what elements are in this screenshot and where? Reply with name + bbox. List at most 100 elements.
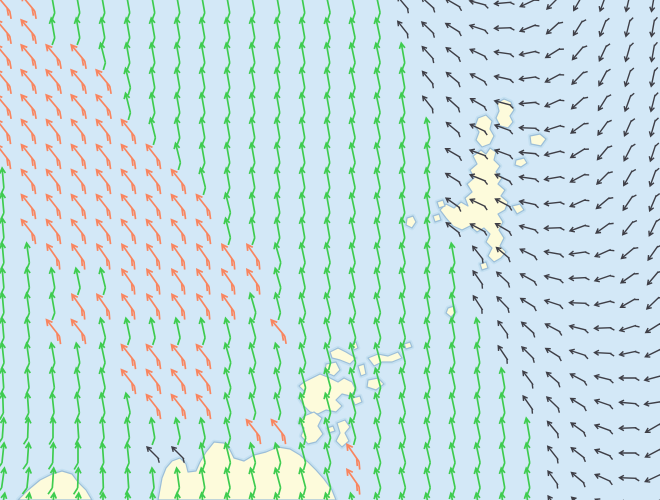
wind-arrow-glyph <box>523 491 531 500</box>
wind-arrow-glyph <box>120 368 137 395</box>
light-wind-barb <box>598 17 610 38</box>
moderate-wind-barb <box>198 141 206 171</box>
wind-arrow-glyph <box>223 166 231 196</box>
wind-arrow-glyph <box>518 50 540 57</box>
fresh-wind-barb <box>245 242 261 270</box>
fresh-wind-barb <box>20 118 37 145</box>
wind-arrow-glyph <box>170 242 186 270</box>
wind-arrow-glyph <box>22 441 32 470</box>
wind-arrow-glyph <box>248 341 257 371</box>
wind-arrow-glyph <box>569 147 589 159</box>
fresh-wind-barb <box>145 292 161 320</box>
wind-arrow-glyph <box>148 416 156 446</box>
light-wind-barb <box>597 119 612 137</box>
wind-arrow-glyph <box>223 216 232 246</box>
wind-arrow-glyph <box>95 242 111 270</box>
wind-arrow-glyph <box>544 323 563 336</box>
wind-arrow-glyph <box>248 491 256 500</box>
light-wind-barb <box>571 70 588 86</box>
wind-arrow-glyph <box>598 43 611 62</box>
moderate-wind-barb <box>398 466 407 496</box>
wind-arrow-glyph <box>98 266 107 296</box>
wind-arrow-glyph <box>621 219 638 236</box>
light-wind-barb <box>545 396 561 413</box>
moderate-wind-barb <box>348 266 356 296</box>
light-wind-barb <box>544 323 563 336</box>
orkney-westray <box>329 347 357 365</box>
wind-arrow-glyph <box>493 49 515 58</box>
moderate-wind-barb <box>348 116 356 146</box>
moderate-wind-barb <box>98 266 107 296</box>
wind-arrow-glyph <box>444 22 462 37</box>
light-wind-barb <box>648 117 660 138</box>
wind-arrow-glyph <box>373 341 382 371</box>
wind-arrow-glyph <box>70 292 86 320</box>
moderate-wind-barb <box>398 341 407 371</box>
shetland-mainland <box>439 147 509 263</box>
light-wind-barb <box>620 246 639 260</box>
moderate-wind-barb <box>173 141 182 171</box>
light-wind-barb <box>597 94 612 112</box>
moderate-wind-barb <box>373 16 381 46</box>
wind-arrow-glyph <box>623 67 635 88</box>
light-wind-barb <box>421 45 435 64</box>
moderate-wind-barb <box>423 291 431 321</box>
wind-arrow-glyph <box>48 16 56 46</box>
wind-arrow-glyph <box>595 196 614 210</box>
wind-arrow-glyph <box>420 0 436 13</box>
wind-arrow-glyph <box>644 473 660 483</box>
moderate-wind-barb <box>21 466 33 495</box>
light-wind-barb <box>596 145 613 161</box>
light-wind-barb <box>546 0 563 10</box>
wind-arrow-glyph <box>373 141 381 171</box>
wind-arrow-glyph <box>170 267 186 295</box>
wind-arrow-glyph <box>171 446 185 463</box>
light-wind-barb <box>623 168 637 187</box>
light-wind-barb <box>593 274 615 283</box>
moderate-wind-barb <box>473 391 481 421</box>
wind-arrow-glyph <box>518 199 540 209</box>
light-wind-barb <box>644 348 660 358</box>
moderate-wind-barb <box>198 441 206 471</box>
fresh-wind-barb <box>70 168 87 195</box>
light-wind-barb <box>644 448 660 458</box>
wind-arrow-glyph <box>145 143 162 170</box>
wind-arrow-glyph <box>273 341 282 371</box>
wind-arrow-glyph <box>170 193 187 220</box>
wind-arrow-glyph <box>521 346 535 363</box>
light-wind-barb <box>444 0 463 12</box>
moderate-wind-barb <box>373 441 382 471</box>
wind-arrow-glyph <box>345 442 361 470</box>
light-wind-barb <box>518 100 540 107</box>
wind-arrow-glyph <box>120 218 137 245</box>
moderate-wind-barb <box>173 491 181 500</box>
wind-arrow-glyph <box>120 343 137 370</box>
moderate-wind-barb <box>423 391 431 421</box>
wind-arrow-glyph <box>47 441 57 470</box>
light-wind-barb <box>543 273 564 284</box>
wind-arrow-glyph <box>398 416 407 446</box>
wind-arrow-glyph <box>323 341 332 371</box>
light-wind-barb <box>445 71 461 88</box>
wind-arrow-glyph <box>596 171 613 185</box>
wind-arrow-glyph <box>98 316 107 346</box>
moderate-wind-barb <box>323 16 331 46</box>
moderate-wind-barb <box>373 291 382 321</box>
moderate-wind-barb <box>323 266 331 296</box>
shetland-west-islet-1 <box>436 199 446 209</box>
moderate-wind-barb <box>323 441 332 471</box>
wind-arrow-glyph <box>543 98 565 108</box>
moderate-wind-barb <box>223 316 232 346</box>
light-wind-barb <box>545 21 564 35</box>
light-wind-barb <box>622 194 637 212</box>
wind-arrow-glyph <box>497 319 509 339</box>
light-wind-barb <box>618 374 640 382</box>
wind-arrow-glyph <box>170 343 187 370</box>
moderate-wind-barb <box>348 66 356 96</box>
wind-arrow-glyph <box>547 494 559 500</box>
wind-arrow-glyph <box>70 168 87 195</box>
fresh-wind-barb <box>170 368 187 395</box>
moderate-wind-barb <box>74 416 82 446</box>
mainland-caithness <box>157 441 337 500</box>
